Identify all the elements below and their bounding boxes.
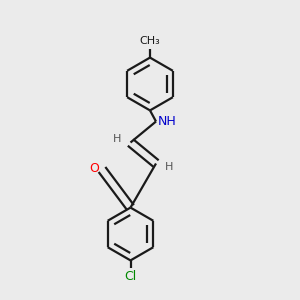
Text: H: H bbox=[113, 134, 122, 145]
Text: Cl: Cl bbox=[124, 270, 136, 283]
Text: H: H bbox=[165, 161, 173, 172]
Text: CH₃: CH₃ bbox=[140, 36, 160, 46]
Text: NH: NH bbox=[158, 115, 176, 128]
Text: O: O bbox=[90, 161, 99, 175]
